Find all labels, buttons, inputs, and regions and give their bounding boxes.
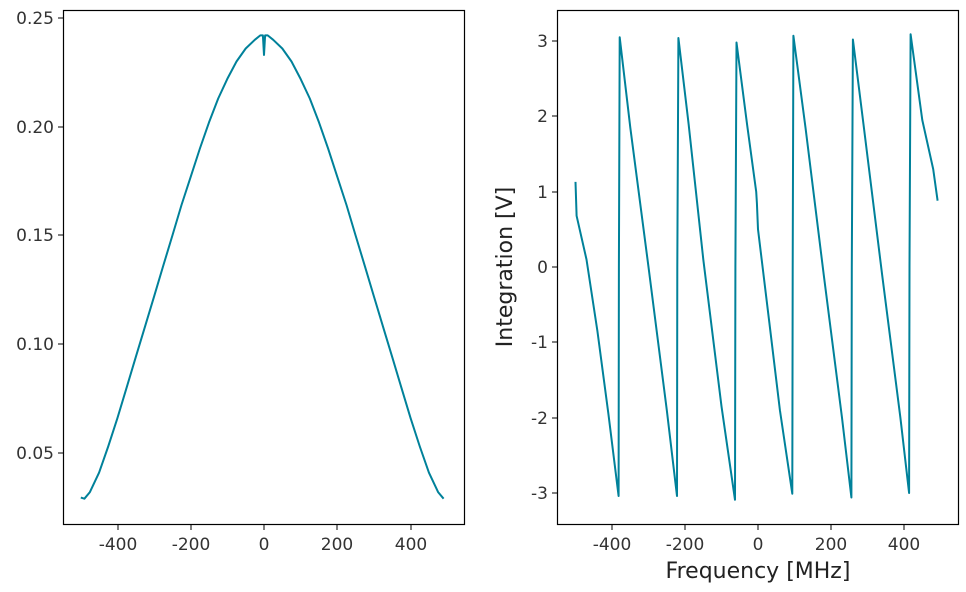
y-tick-label: 1	[537, 183, 548, 203]
y-tick-label: -1	[531, 333, 548, 353]
y-tick-label: 0.20	[16, 118, 54, 138]
x-tick-label: -200	[666, 535, 705, 555]
y-tick-label: 0	[537, 258, 548, 278]
x-tick-label: 0	[753, 535, 764, 555]
left-axes: 0.25 0.20 0.15 0.10 0.05 -400 -200 0 200…	[16, 9, 466, 555]
x-tick-label: -400	[99, 535, 138, 555]
x-tick-label: 400	[888, 535, 920, 555]
x-tick-label: -400	[593, 535, 632, 555]
left-y-axis: 0.25 0.20 0.15 0.10 0.05	[16, 9, 63, 464]
left-magnitude-line	[80, 34, 445, 500]
x-tick-label: 400	[395, 535, 427, 555]
y-tick-label: 3	[537, 32, 548, 52]
y-tick-label: 0.25	[16, 9, 54, 29]
y-axis-title: Integration [V]	[493, 187, 518, 347]
y-tick-label: 0.15	[16, 226, 54, 246]
y-tick-label: 0.10	[16, 335, 54, 355]
y-tick-label: -3	[531, 484, 548, 504]
y-tick-label: 2	[537, 107, 548, 127]
right-x-axis: -400 -200 0 200 400 Frequency [MHz]	[593, 525, 920, 584]
x-axis-title: Frequency [MHz]	[666, 559, 851, 584]
x-tick-label: -200	[172, 535, 211, 555]
right-phase-line	[574, 33, 939, 501]
x-tick-label: 0	[259, 535, 270, 555]
y-tick-label: -2	[531, 409, 548, 429]
right-axes: 3 2 1 0 -1 -2 -3 Integration [V] -400 -2…	[493, 9, 960, 584]
x-tick-label: 200	[815, 535, 847, 555]
right-plot-frame	[556, 9, 960, 526]
right-y-axis: 3 2 1 0 -1 -2 -3 Integration [V]	[493, 32, 557, 504]
x-tick-label: 200	[321, 535, 353, 555]
left-plot-frame	[62, 9, 466, 526]
left-x-axis: -400 -200 0 200 400	[99, 525, 427, 555]
y-tick-label: 0.05	[16, 444, 54, 464]
